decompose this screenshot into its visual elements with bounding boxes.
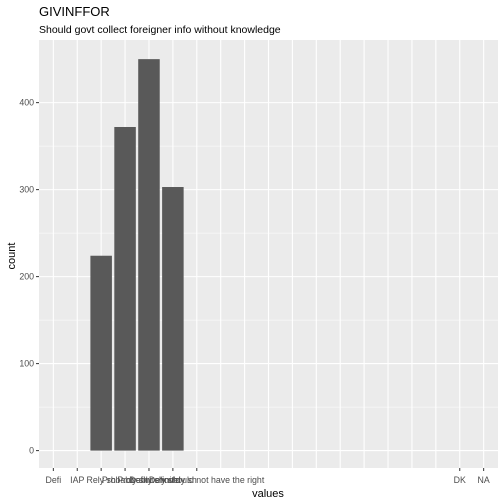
bars bbox=[90, 59, 184, 451]
y-tick-label: 0 bbox=[29, 446, 34, 456]
y-tick-label: 200 bbox=[19, 272, 34, 282]
x-tick-label: Probably should bbox=[117, 475, 180, 485]
x-tick-label: Defi bbox=[46, 475, 62, 485]
chart-title: GIVINFFOR bbox=[39, 4, 110, 19]
x-axis-title: values bbox=[252, 488, 284, 500]
x-tick-label: Definitely sh bbox=[149, 475, 197, 485]
x-tick-label: IAP bbox=[70, 475, 84, 485]
y-axis: 0 100 200 300 400 bbox=[19, 98, 39, 456]
x-tick-label: NA bbox=[478, 475, 490, 485]
x-tick-label: Rely sh bbox=[86, 475, 115, 485]
x-tick-label: Probably sh bbox=[102, 475, 149, 485]
chart-subtitle: Should govt collect foreigner info witho… bbox=[39, 24, 281, 36]
y-tick-label: 100 bbox=[19, 359, 34, 369]
y-tick-label: 400 bbox=[19, 98, 34, 108]
x-tick-label: DK bbox=[454, 475, 466, 485]
bar bbox=[90, 255, 112, 451]
bar bbox=[162, 187, 184, 451]
x-tick-label: Definitely should not have the right bbox=[129, 475, 265, 485]
bar bbox=[114, 126, 136, 451]
bar bbox=[138, 59, 160, 451]
y-axis-title: count bbox=[6, 243, 18, 270]
y-tick-label: 300 bbox=[19, 185, 34, 195]
